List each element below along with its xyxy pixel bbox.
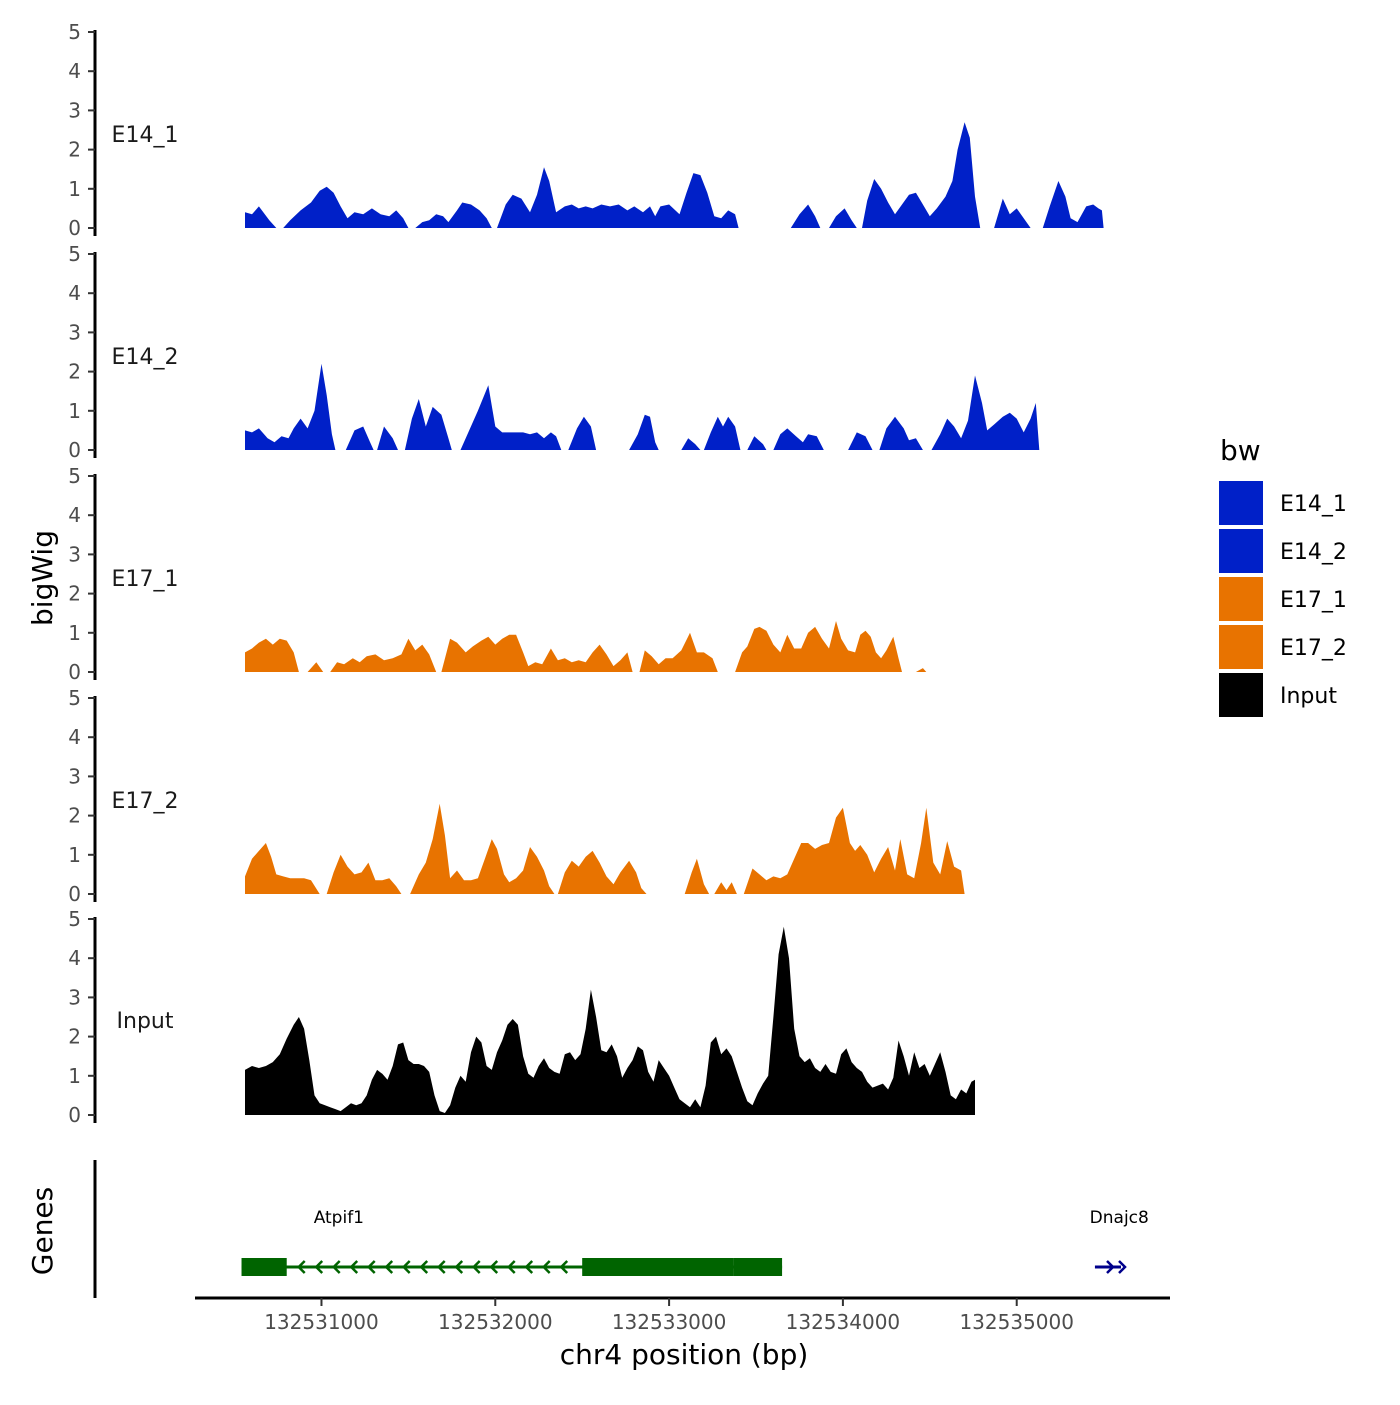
y-tick-label: 5 <box>68 686 81 710</box>
y-tick-label: 1 <box>68 399 81 423</box>
strand-arrow <box>436 1260 446 1274</box>
y-tick-label: 3 <box>68 320 81 344</box>
track-label: E17_1 <box>112 567 179 592</box>
legend: E14_1 E14_2 E17_1 E17_2 Input <box>1217 479 1347 719</box>
y-tick-label: 3 <box>68 764 81 788</box>
legend-label: E14_2 <box>1280 540 1347 565</box>
y-tick-label: 0 <box>68 216 81 240</box>
y-tick-label: 4 <box>68 503 81 527</box>
y-tick-label: 2 <box>68 138 81 162</box>
y-axis-title: bigWig <box>26 530 59 626</box>
y-tick-label: 1 <box>68 1064 81 1088</box>
strand-arrow <box>419 1260 429 1274</box>
coverage-area <box>245 926 975 1115</box>
coverage-area <box>245 803 965 894</box>
legend-label: E17_2 <box>1280 636 1347 661</box>
x-axis-title: chr4 position (bp) <box>560 1338 809 1371</box>
legend-key <box>1217 479 1265 527</box>
gene-exon <box>582 1258 734 1276</box>
y-tick-label: 2 <box>68 582 81 606</box>
coverage-area <box>245 122 1104 228</box>
coverage-area <box>245 363 1040 450</box>
y-tick-label: 1 <box>68 621 81 645</box>
y-tick-label: 0 <box>68 660 81 684</box>
legend-label: Input <box>1280 684 1337 709</box>
strand-arrow <box>331 1260 341 1274</box>
y-tick-label: 4 <box>68 946 81 970</box>
y-tick-label: 0 <box>68 438 81 462</box>
legend-key <box>1217 623 1265 671</box>
strand-arrow <box>384 1260 394 1274</box>
legend-key <box>1217 575 1265 623</box>
strand-arrow <box>454 1260 464 1274</box>
x-axis: 132531000 132532000 132533000 132534000 1325… <box>195 1296 1170 1334</box>
legend-key <box>1217 671 1265 719</box>
gene-label: Dnajc8 <box>1090 1208 1149 1228</box>
genes-track: Atpif1 Dnajc8 <box>93 1160 1149 1298</box>
strand-arrow <box>401 1260 411 1274</box>
track-label: E17_2 <box>112 789 179 814</box>
strand-arrow <box>296 1260 306 1274</box>
x-tick-label: 132533000 <box>612 1310 727 1334</box>
y-tick-label: 1 <box>68 843 81 867</box>
track-e14-2: 0 1 2 3 4 5 E14_2 <box>68 242 1040 462</box>
tracks-group: 0 1 2 3 4 5 E14_1 0 1 2 3 4 5 E14_2 0 1 2 3 4 5 E17_1 0 1 2 3 4 5 E… <box>68 20 1104 1127</box>
track-e14-1: 0 1 2 3 4 5 E14_1 <box>68 20 1104 240</box>
strand-arrow <box>489 1260 499 1274</box>
x-tick-label: 132534000 <box>786 1310 901 1334</box>
y-tick-label: 5 <box>68 907 81 931</box>
y-tick-label: 5 <box>68 464 81 488</box>
legend-label: E14_1 <box>1280 492 1347 517</box>
track-e17-2: 0 1 2 3 4 5 E17_2 <box>68 686 965 906</box>
track-label: E14_1 <box>112 123 179 148</box>
strand-arrow <box>506 1260 516 1274</box>
genes-track-title: Genes <box>26 1187 59 1275</box>
strand-arrow <box>559 1260 569 1274</box>
strand-arrow <box>314 1260 324 1274</box>
y-tick-label: 0 <box>68 1103 81 1127</box>
y-tick-label: 3 <box>68 985 81 1009</box>
strand-arrow <box>541 1260 551 1274</box>
gene-label: Atpif1 <box>314 1208 364 1228</box>
y-tick-label: 3 <box>68 98 81 122</box>
y-tick-label: 4 <box>68 725 81 749</box>
y-tick-label: 5 <box>68 20 81 44</box>
x-tick-label: 132531000 <box>264 1310 379 1334</box>
track-label: E14_2 <box>112 345 179 370</box>
strand-arrow <box>471 1260 481 1274</box>
y-tick-label: 3 <box>68 542 81 566</box>
legend-key <box>1217 527 1265 575</box>
gene-dnajc8: Dnajc8 <box>1090 1208 1149 1274</box>
gene-exon <box>241 1258 287 1276</box>
x-tick-label: 132535000 <box>959 1310 1074 1334</box>
y-tick-label: 2 <box>68 804 81 828</box>
y-tick-label: 2 <box>68 1025 81 1049</box>
coverage-area <box>245 621 927 672</box>
y-tick-label: 4 <box>68 59 81 83</box>
legend-title: bw <box>1220 434 1261 467</box>
strand-arrow <box>366 1260 376 1274</box>
y-tick-label: 4 <box>68 281 81 305</box>
track-label: Input <box>117 1009 174 1034</box>
strand-arrow <box>1118 1260 1127 1274</box>
gene-exon <box>733 1258 783 1276</box>
strand-arrow <box>1106 1260 1115 1274</box>
y-tick-label: 2 <box>68 360 81 384</box>
strand-arrow <box>349 1260 359 1274</box>
strand-arrow <box>524 1260 534 1274</box>
y-tick-label: 1 <box>68 177 81 201</box>
gene-atpif1: Atpif1 <box>241 1208 783 1276</box>
track-e17-1: 0 1 2 3 4 5 E17_1 <box>68 464 927 684</box>
y-tick-label: 0 <box>68 882 81 906</box>
track-input: 0 1 2 3 4 5 Input <box>68 907 975 1127</box>
y-tick-label: 5 <box>68 242 81 266</box>
legend-label: E17_1 <box>1280 588 1347 613</box>
x-tick-label: 132532000 <box>438 1310 553 1334</box>
